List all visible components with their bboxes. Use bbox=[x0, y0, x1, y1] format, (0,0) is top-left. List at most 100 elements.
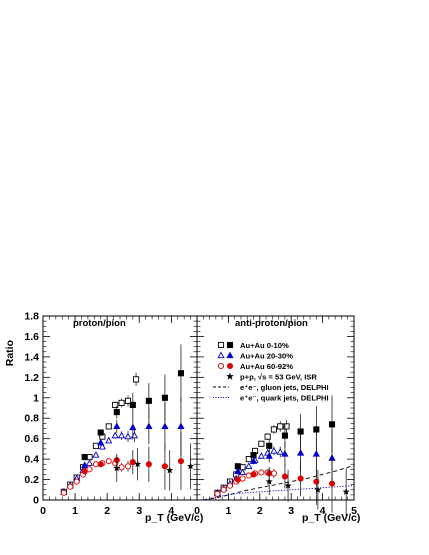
data-point bbox=[97, 429, 104, 436]
data-point bbox=[281, 432, 288, 439]
data-point bbox=[145, 461, 152, 468]
legend-label: p+p, √s = 53 GeV, ISR bbox=[240, 372, 317, 381]
x-tick-label: 5 bbox=[351, 505, 357, 517]
x-tick-label: 2 bbox=[104, 505, 110, 517]
data-point bbox=[328, 480, 336, 487]
x-tick-label: 1 bbox=[225, 505, 231, 517]
data-point bbox=[129, 401, 136, 408]
data-point bbox=[113, 422, 121, 430]
data-point bbox=[226, 482, 234, 489]
left-marks bbox=[60, 344, 195, 496]
data-point bbox=[238, 468, 247, 476]
y-tick-label: 0.2 bbox=[24, 474, 39, 486]
data-point bbox=[60, 489, 67, 496]
data-point bbox=[97, 438, 105, 446]
data-point bbox=[284, 481, 292, 489]
data-point bbox=[129, 459, 136, 466]
right-panel-title: anti-proton/pion bbox=[235, 318, 308, 329]
data-point bbox=[276, 448, 284, 455]
legend-label: e⁺e⁻, gluon jets, DELPHI bbox=[240, 383, 329, 392]
y-axis-title: Ratio bbox=[4, 340, 16, 366]
data-point bbox=[98, 442, 106, 450]
y-tick-label: 1.2 bbox=[24, 372, 39, 384]
data-point bbox=[281, 473, 288, 480]
data-point bbox=[281, 450, 289, 457]
legend-label: Au+Au 0-10% bbox=[240, 341, 289, 350]
legend-label: Au+Au 20-30% bbox=[240, 351, 293, 360]
data-point bbox=[266, 442, 273, 449]
data-point bbox=[265, 452, 273, 459]
data-point bbox=[97, 461, 104, 468]
data-point bbox=[296, 449, 305, 456]
data-point bbox=[105, 458, 112, 465]
data-point bbox=[277, 423, 284, 430]
data-point bbox=[249, 457, 258, 464]
data-point bbox=[297, 428, 304, 435]
data-point bbox=[105, 423, 112, 430]
legend-open-swatch bbox=[217, 362, 225, 370]
data-point bbox=[130, 431, 139, 439]
left-panel-title: proton/pion bbox=[73, 318, 126, 329]
data-point bbox=[264, 433, 271, 440]
data-point bbox=[161, 422, 169, 430]
data-point bbox=[105, 436, 113, 444]
right-axes: 0 1 2 3 4 5 bbox=[194, 315, 357, 517]
legend-label: Au+Au 60-92% bbox=[240, 362, 293, 371]
x-tick-label: 0 bbox=[40, 505, 46, 517]
data-point bbox=[113, 409, 120, 416]
y-tick-label: 1.4 bbox=[24, 351, 39, 363]
data-point bbox=[314, 485, 322, 493]
data-point bbox=[257, 452, 265, 459]
x-tick-label: 2 bbox=[257, 505, 263, 517]
data-point bbox=[297, 475, 304, 482]
legend-label: e⁺e⁻, quark jets, DELPHI bbox=[240, 393, 329, 402]
legend-filled-swatch bbox=[226, 362, 234, 370]
data-point bbox=[234, 467, 242, 475]
data-point bbox=[67, 483, 74, 490]
data-point bbox=[245, 456, 252, 463]
y-tick-label: 0 bbox=[33, 495, 39, 507]
legend-star-swatch bbox=[226, 372, 234, 380]
legend-filled-swatch bbox=[226, 351, 234, 359]
x-tick-label: 1 bbox=[72, 505, 78, 517]
legend: Au+Au 0-10%Au+Au 20-30% Au+Au 60-92%p+p, … bbox=[213, 341, 329, 402]
left-x-axis-title: p_T (GeV/c) bbox=[145, 512, 203, 524]
right-x-axis-title: p_T (GeV/c) bbox=[302, 512, 360, 524]
left-axes: 0 1 2 3 4 0 0.2 0.4 0.6 0.8 1 1.2 1.4 1.6 1.8 bbox=[24, 311, 197, 517]
data-point bbox=[111, 431, 119, 439]
data-point bbox=[112, 401, 119, 408]
data-point bbox=[214, 490, 221, 497]
y-tick-label: 1 bbox=[33, 392, 39, 404]
data-point bbox=[234, 476, 241, 483]
data-point bbox=[270, 447, 278, 454]
data-point bbox=[177, 422, 185, 430]
quark-jets-curve bbox=[203, 485, 355, 501]
data-point bbox=[258, 469, 265, 476]
y-tick-label: 0.4 bbox=[24, 454, 39, 466]
data-point bbox=[250, 471, 257, 478]
y-tick-label: 1.6 bbox=[24, 331, 39, 343]
data-point bbox=[113, 464, 121, 472]
data-point bbox=[124, 397, 132, 404]
x-tick-label: 4 bbox=[168, 505, 174, 517]
x-tick-label: 0 bbox=[194, 505, 200, 517]
x-tick-label: 3 bbox=[136, 505, 142, 517]
data-point bbox=[85, 459, 94, 466]
data-point bbox=[92, 451, 100, 458]
data-point bbox=[265, 477, 273, 485]
data-point bbox=[186, 462, 195, 470]
data-point bbox=[124, 432, 132, 440]
data-point bbox=[312, 450, 320, 457]
legend-open-swatch bbox=[217, 351, 225, 359]
legend-filled-swatch bbox=[226, 341, 234, 349]
data-point bbox=[145, 397, 152, 404]
data-point bbox=[73, 478, 80, 485]
data-point bbox=[133, 460, 142, 468]
legend-open-swatch bbox=[217, 341, 225, 349]
data-point bbox=[166, 466, 174, 474]
data-point bbox=[177, 370, 185, 377]
data-point bbox=[145, 422, 153, 430]
y-tick-label: 0.6 bbox=[24, 433, 39, 445]
data-point bbox=[81, 468, 88, 475]
data-point bbox=[124, 463, 132, 470]
